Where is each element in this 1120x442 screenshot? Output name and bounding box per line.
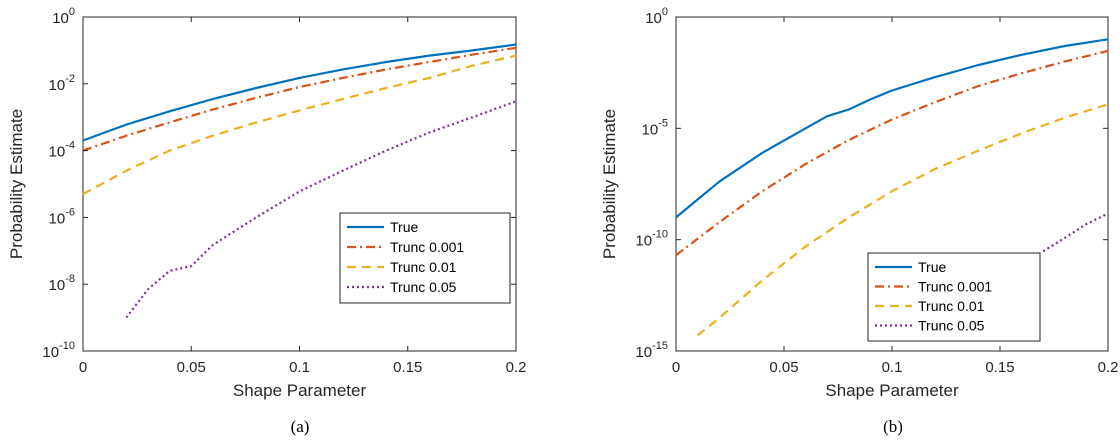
x-axis-label: Shape Parameter	[233, 381, 367, 400]
series-line-trunc-0-01	[696, 103, 1109, 337]
legend: True Trunc 0.001 Trunc 0.01 Trunc 0.05	[867, 252, 1041, 342]
panel-a: 0 0.05 0.1 0.15 0.2 10-10 10-8 10-6 10-4 10-2 100 S…	[7, 6, 526, 400]
y-axis-label: Probability Estimate	[600, 109, 619, 259]
y-tick-label: 100	[52, 6, 75, 27]
series-line-true	[82, 43, 517, 142]
y-tick-label: 10-4	[49, 140, 75, 161]
series-line-true	[675, 38, 1109, 219]
x-tick-label: 0	[672, 359, 680, 376]
y-tick-label: 10-10	[42, 340, 75, 361]
x-tick-label: 0	[79, 359, 87, 376]
y-tick-label: 10-8	[49, 273, 75, 294]
legend-entry: True	[390, 219, 418, 235]
x-tick-label: 0.15	[985, 359, 1014, 376]
x-tick-label: 0.2	[506, 359, 527, 376]
y-tick-label: 10-6	[49, 206, 75, 227]
legend-entry: Trunc 0.05	[390, 279, 457, 295]
legend-entry: Trunc 0.05	[918, 318, 985, 334]
legend-entry: Trunc 0.001	[918, 279, 992, 295]
series-line-trunc-0-01	[82, 54, 517, 196]
y-tick-label: 100	[645, 6, 668, 27]
x-tick-label: 0.1	[882, 359, 903, 376]
caption-b: (b)	[883, 417, 903, 436]
legend-entry: True	[918, 259, 946, 275]
legend-entry: Trunc 0.001	[390, 239, 464, 255]
series-line-trunc-0-001	[675, 49, 1109, 257]
x-tick-label: 0.2	[1098, 359, 1119, 376]
y-axis-label: Probability Estimate	[7, 109, 26, 259]
x-tick-label: 0.05	[769, 359, 798, 376]
caption-a: (a)	[291, 417, 310, 436]
y-tick-label: 10-15	[635, 340, 668, 361]
legend: True Trunc 0.001 Trunc 0.01 Trunc 0.05	[339, 212, 511, 304]
legend-entry: Trunc 0.01	[390, 259, 457, 275]
y-tick-label: 10-2	[49, 73, 75, 94]
y-tick-label: 10-10	[635, 229, 668, 250]
x-tick-label: 0.1	[289, 359, 310, 376]
x-tick-label: 0.15	[393, 359, 422, 376]
x-tick-label: 0.05	[177, 359, 206, 376]
x-axis-label: Shape Parameter	[825, 381, 959, 400]
y-tick-label: 10-5	[642, 117, 668, 138]
legend-entry: Trunc 0.01	[918, 298, 985, 314]
panel-b: 0 0.05 0.1 0.15 0.2 10-15 10-10 10-5 100 Shape Pa…	[600, 6, 1118, 400]
